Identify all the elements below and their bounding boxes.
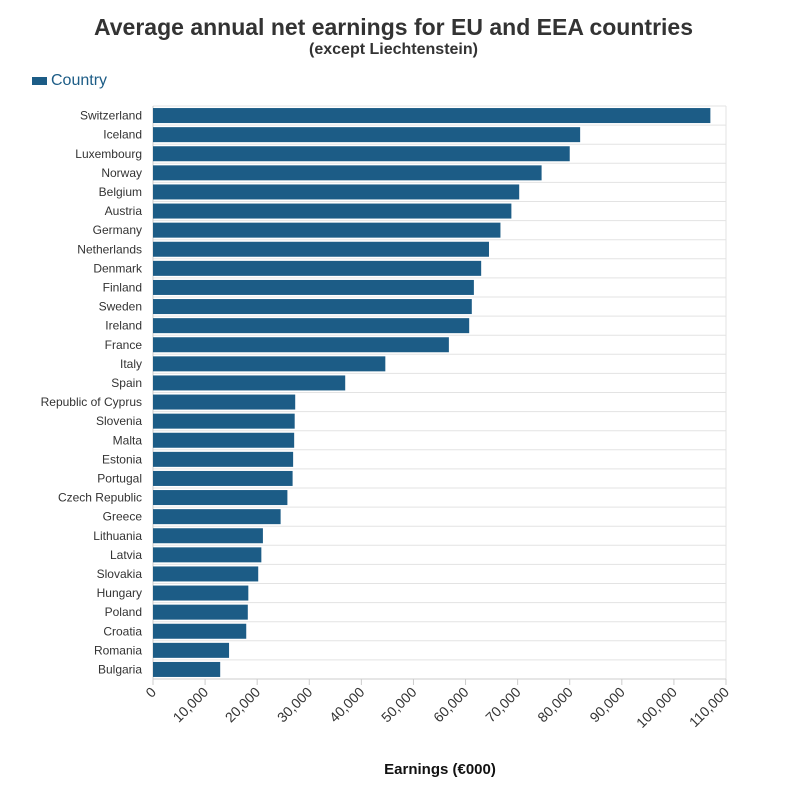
- bar-layer: [153, 108, 711, 677]
- bar[interactable]: [153, 375, 346, 391]
- category-label: Sweden: [99, 300, 142, 314]
- bar[interactable]: [153, 451, 294, 467]
- category-label: Germany: [93, 223, 142, 237]
- grid-layer: [152, 105, 727, 683]
- x-tick-label: 30,000: [274, 684, 316, 726]
- bar[interactable]: [153, 623, 247, 639]
- bar[interactable]: [153, 585, 249, 601]
- x-tick-label: 10,000: [170, 684, 212, 726]
- bar[interactable]: [153, 432, 295, 448]
- chart-subtitle: (except Liechtenstein): [309, 41, 478, 58]
- category-label: Netherlands: [77, 242, 142, 256]
- chart-title: Average annual net earnings for EU and E…: [94, 14, 693, 40]
- bar[interactable]: [153, 241, 489, 257]
- bar[interactable]: [153, 203, 512, 219]
- bar[interactable]: [153, 642, 230, 658]
- bar[interactable]: [153, 566, 259, 582]
- bar[interactable]: [153, 299, 472, 315]
- bar[interactable]: [153, 337, 449, 353]
- bar[interactable]: [153, 127, 581, 143]
- category-label: Luxembourg: [75, 147, 142, 161]
- legend-swatch: [32, 77, 47, 85]
- bar[interactable]: [153, 260, 482, 276]
- x-tick-label: 90,000: [586, 684, 628, 726]
- category-label: Romania: [94, 643, 142, 657]
- category-label: Czech Republic: [58, 491, 142, 505]
- category-label: Bulgaria: [98, 662, 142, 676]
- category-label: Finland: [103, 280, 142, 294]
- category-label-layer: Switzerland Iceland Luxembourg Norway Belgiu…: [41, 109, 143, 677]
- bar[interactable]: [153, 490, 288, 506]
- category-label: Iceland: [103, 128, 142, 142]
- x-tick-label: 20,000: [222, 684, 264, 726]
- category-label: Ireland: [105, 319, 142, 333]
- category-label: Norway: [101, 166, 142, 180]
- bar[interactable]: [153, 318, 470, 334]
- x-tick-label: 40,000: [326, 684, 368, 726]
- category-label: Malta: [113, 433, 143, 447]
- x-tick-label: 0: [142, 684, 159, 701]
- category-label: Austria: [105, 204, 143, 218]
- bar[interactable]: [153, 547, 262, 563]
- bar[interactable]: [153, 165, 542, 181]
- bar[interactable]: [153, 222, 501, 238]
- category-label: Slovakia: [97, 567, 143, 581]
- category-label: Portugal: [97, 471, 142, 485]
- bar[interactable]: [153, 413, 295, 429]
- category-label: Poland: [105, 605, 142, 619]
- bar[interactable]: [153, 661, 221, 677]
- bar[interactable]: [153, 470, 293, 486]
- category-label: Italy: [120, 357, 142, 371]
- x-axis-label: Earnings (€000): [384, 761, 496, 778]
- bar[interactable]: [153, 184, 520, 200]
- bar[interactable]: [153, 604, 248, 620]
- x-tick-label: 100,000: [633, 684, 680, 731]
- category-label: Lithuania: [93, 529, 142, 543]
- x-tick-layer: 0 10,000 20,000 30,000 40,000 50,000 60,000 70,…: [142, 679, 732, 731]
- x-tick-label: 110,000: [686, 684, 733, 731]
- category-label: Denmark: [93, 261, 143, 275]
- category-label: Switzerland: [80, 109, 142, 123]
- category-label: Croatia: [103, 624, 142, 638]
- x-tick-label: 60,000: [430, 684, 472, 726]
- bar[interactable]: [153, 356, 386, 372]
- category-label: Latvia: [110, 548, 142, 562]
- bar[interactable]: [153, 394, 296, 410]
- category-label: Spain: [111, 376, 142, 390]
- bar[interactable]: [153, 528, 263, 544]
- category-label: Estonia: [102, 452, 142, 466]
- x-tick-label: 80,000: [534, 684, 576, 726]
- legend: Country: [32, 71, 107, 91]
- category-label: Republic of Cyprus: [41, 395, 142, 409]
- bar[interactable]: [153, 279, 474, 295]
- category-label: Slovenia: [96, 414, 142, 428]
- category-label: France: [105, 338, 143, 352]
- legend-label: Country: [51, 72, 108, 89]
- bar[interactable]: [153, 509, 281, 525]
- x-tick-label: 50,000: [378, 684, 420, 726]
- bar[interactable]: [153, 146, 570, 162]
- category-label: Hungary: [97, 586, 142, 600]
- x-tick-label: 70,000: [482, 684, 524, 726]
- category-label: Greece: [103, 510, 143, 524]
- bar[interactable]: [153, 108, 711, 124]
- category-label: Belgium: [99, 185, 142, 199]
